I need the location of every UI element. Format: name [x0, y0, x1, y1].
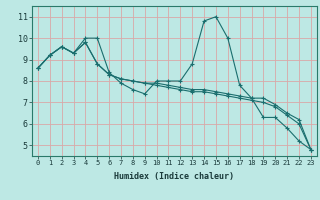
- X-axis label: Humidex (Indice chaleur): Humidex (Indice chaleur): [115, 172, 234, 181]
